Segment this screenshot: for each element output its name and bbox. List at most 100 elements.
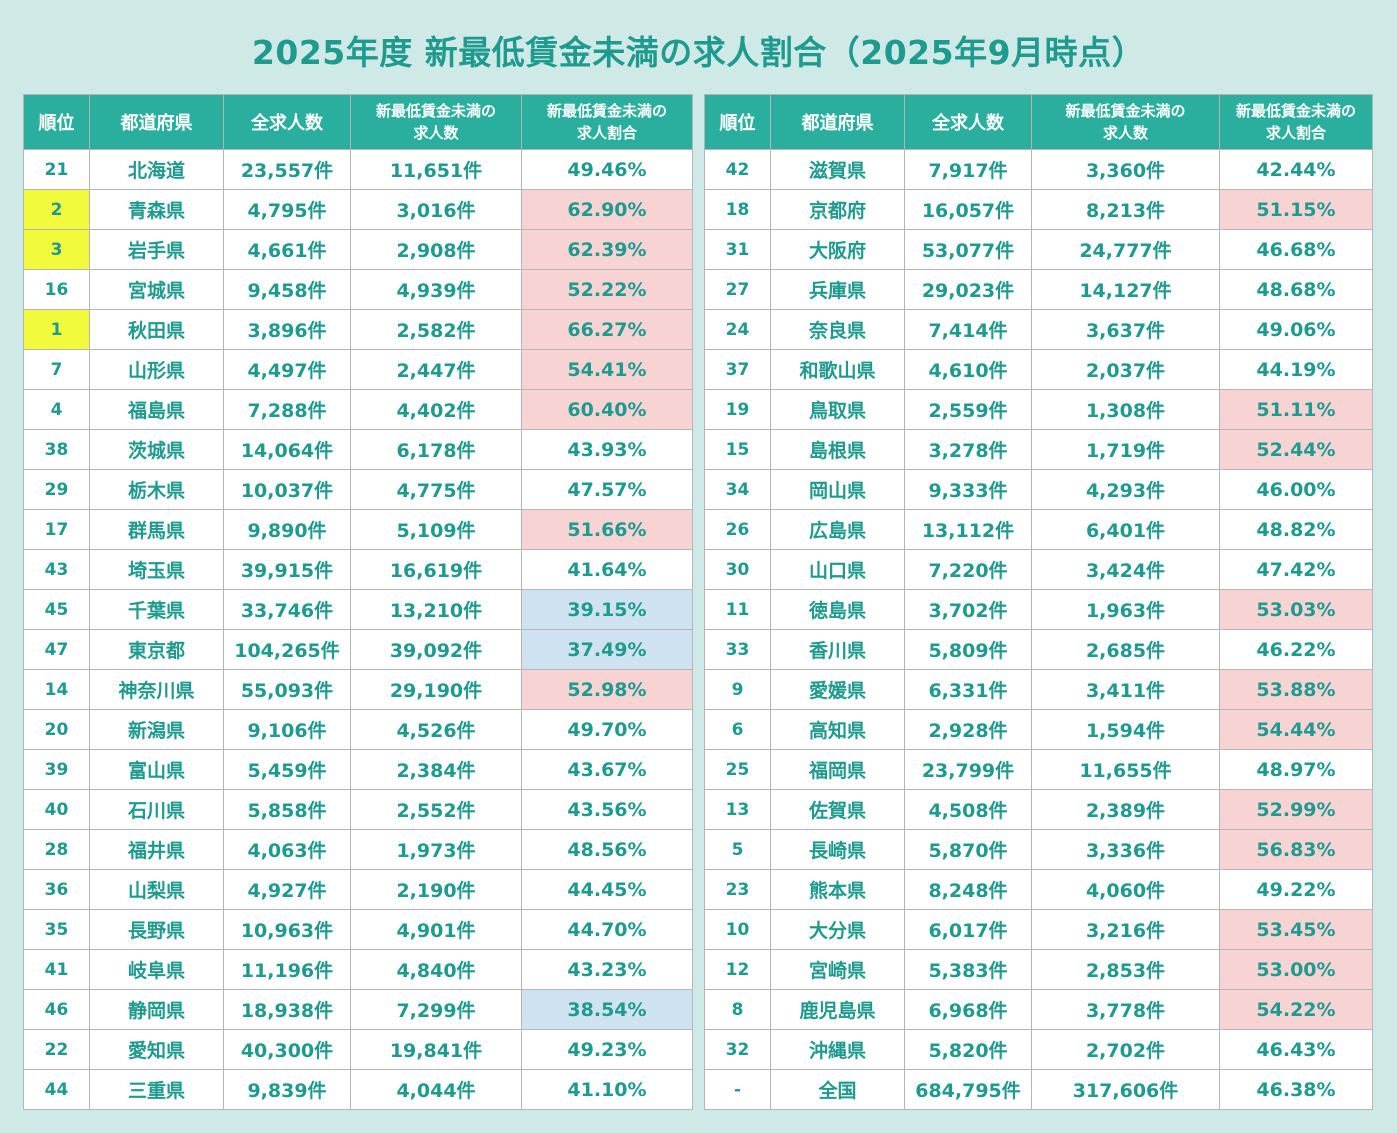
- cell-total-jobs: 53,077件: [904, 229, 1032, 270]
- cell-below-min-wage-ratio: 54.22%: [1219, 989, 1373, 1030]
- cell-total-jobs: 23,799件: [904, 749, 1032, 790]
- cell-prefecture: 群馬県: [89, 509, 224, 550]
- cell-rank: 42: [704, 149, 771, 190]
- cell-prefecture: 沖縄県: [770, 1029, 905, 1070]
- cell-below-min-wage-jobs: 2,908件: [350, 229, 522, 270]
- cell-below-min-wage-ratio: 48.82%: [1219, 509, 1373, 550]
- cell-below-min-wage-ratio: 49.22%: [1219, 869, 1373, 910]
- cell-total-jobs: 9,106件: [223, 709, 351, 750]
- table-row: 6 高知県 2,928件 1,594件 54.44%: [704, 709, 1373, 750]
- cell-below-min-wage-ratio: 42.44%: [1219, 149, 1373, 190]
- cell-prefecture: 岩手県: [89, 229, 224, 270]
- cell-below-min-wage-ratio: 44.45%: [521, 869, 693, 910]
- cell-prefecture: 山口県: [770, 549, 905, 590]
- table-row: 37 和歌山県 4,610件 2,037件 44.19%: [704, 349, 1373, 390]
- cell-below-min-wage-jobs: 317,606件: [1031, 1069, 1220, 1110]
- cell-prefecture: 宮城県: [89, 269, 224, 310]
- cell-prefecture: 山形県: [89, 349, 224, 390]
- cell-below-min-wage-jobs: 1,963件: [1031, 589, 1220, 630]
- cell-below-min-wage-ratio: 41.64%: [521, 549, 693, 590]
- cell-rank: 7: [23, 349, 90, 390]
- cell-prefecture: 高知県: [770, 709, 905, 750]
- table-row: 42 滋賀県 7,917件 3,360件 42.44%: [704, 149, 1373, 190]
- cell-rank: 32: [704, 1029, 771, 1070]
- cell-rank: 38: [23, 429, 90, 470]
- table-row: 25 福岡県 23,799件 11,655件 48.97%: [704, 749, 1373, 790]
- cell-below-min-wage-ratio: 38.54%: [521, 989, 693, 1030]
- cell-below-min-wage-jobs: 4,293件: [1031, 469, 1220, 510]
- cell-below-min-wage-jobs: 11,655件: [1031, 749, 1220, 790]
- cell-prefecture: 福島県: [89, 389, 224, 430]
- cell-rank: 18: [704, 189, 771, 230]
- cell-below-min-wage-ratio: 49.46%: [521, 149, 693, 190]
- cell-prefecture: 千葉県: [89, 589, 224, 630]
- header-below-min-wage-jobs: 新最低賃金未満の 求人数: [350, 94, 522, 150]
- table-row: 31 大阪府 53,077件 24,777件 46.68%: [704, 229, 1373, 270]
- cell-total-jobs: 2,928件: [904, 709, 1032, 750]
- table-row: 46 静岡県 18,938件 7,299件 38.54%: [23, 989, 693, 1030]
- table-row: 27 兵庫県 29,023件 14,127件 48.68%: [704, 269, 1373, 310]
- cell-prefecture: 鳥取県: [770, 389, 905, 430]
- cell-rank: -: [704, 1069, 771, 1110]
- cell-below-min-wage-ratio: 43.56%: [521, 789, 693, 830]
- cell-rank: 22: [23, 1029, 90, 1070]
- cell-prefecture: 和歌山県: [770, 349, 905, 390]
- cell-rank: 21: [23, 149, 90, 190]
- cell-below-min-wage-jobs: 6,401件: [1031, 509, 1220, 550]
- cell-total-jobs: 29,023件: [904, 269, 1032, 310]
- cell-rank: 9: [704, 669, 771, 710]
- prefecture-table-left: 順位 都道府県 全求人数 新最低賃金未満の 求人数 新最低賃金未満の 求人割合 21…: [23, 94, 693, 1110]
- cell-below-min-wage-jobs: 1,973件: [350, 829, 522, 870]
- cell-total-jobs: 40,300件: [223, 1029, 351, 1070]
- table-row: 21 北海道 23,557件 11,651件 49.46%: [23, 149, 693, 190]
- cell-below-min-wage-ratio: 46.22%: [1219, 629, 1373, 670]
- cell-rank: 20: [23, 709, 90, 750]
- cell-rank: 27: [704, 269, 771, 310]
- header-prefecture: 都道府県: [89, 94, 224, 150]
- cell-rank: 15: [704, 429, 771, 470]
- cell-below-min-wage-ratio: 44.19%: [1219, 349, 1373, 390]
- cell-below-min-wage-jobs: 7,299件: [350, 989, 522, 1030]
- cell-total-jobs: 39,915件: [223, 549, 351, 590]
- cell-total-jobs: 10,037件: [223, 469, 351, 510]
- cell-total-jobs: 14,064件: [223, 429, 351, 470]
- cell-rank: 14: [23, 669, 90, 710]
- cell-below-min-wage-ratio: 60.40%: [521, 389, 693, 430]
- table-row: 1 秋田県 3,896件 2,582件 66.27%: [23, 309, 693, 350]
- cell-below-min-wage-jobs: 24,777件: [1031, 229, 1220, 270]
- cell-rank: 3: [23, 229, 90, 270]
- table-row: 3 岩手県 4,661件 2,908件 62.39%: [23, 229, 693, 270]
- cell-below-min-wage-jobs: 3,336件: [1031, 829, 1220, 870]
- table-row: 28 福井県 4,063件 1,973件 48.56%: [23, 829, 693, 870]
- cell-total-jobs: 7,288件: [223, 389, 351, 430]
- cell-rank: 2: [23, 189, 90, 230]
- cell-below-min-wage-jobs: 2,552件: [350, 789, 522, 830]
- header-below-min-wage-jobs: 新最低賃金未満の 求人数: [1031, 94, 1220, 150]
- table-row: 40 石川県 5,858件 2,552件 43.56%: [23, 789, 693, 830]
- cell-below-min-wage-ratio: 51.66%: [521, 509, 693, 550]
- table-row: - 全国 684,795件 317,606件 46.38%: [704, 1069, 1373, 1110]
- cell-below-min-wage-jobs: 3,016件: [350, 189, 522, 230]
- cell-below-min-wage-ratio: 46.43%: [1219, 1029, 1373, 1070]
- cell-total-jobs: 4,795件: [223, 189, 351, 230]
- cell-below-min-wage-ratio: 47.57%: [521, 469, 693, 510]
- header-below-min-wage-ratio: 新最低賃金未満の 求人割合: [521, 94, 693, 150]
- cell-total-jobs: 55,093件: [223, 669, 351, 710]
- cell-below-min-wage-jobs: 1,594件: [1031, 709, 1220, 750]
- cell-below-min-wage-jobs: 19,841件: [350, 1029, 522, 1070]
- cell-total-jobs: 4,927件: [223, 869, 351, 910]
- cell-total-jobs: 3,896件: [223, 309, 351, 350]
- cell-below-min-wage-ratio: 49.23%: [521, 1029, 693, 1070]
- cell-rank: 16: [23, 269, 90, 310]
- cell-prefecture: 佐賀県: [770, 789, 905, 830]
- cell-below-min-wage-jobs: 4,402件: [350, 389, 522, 430]
- cell-below-min-wage-ratio: 48.97%: [1219, 749, 1373, 790]
- cell-below-min-wage-jobs: 3,411件: [1031, 669, 1220, 710]
- cell-total-jobs: 684,795件: [904, 1069, 1032, 1110]
- cell-rank: 39: [23, 749, 90, 790]
- cell-total-jobs: 18,938件: [223, 989, 351, 1030]
- cell-below-min-wage-ratio: 56.83%: [1219, 829, 1373, 870]
- cell-rank: 33: [704, 629, 771, 670]
- cell-below-min-wage-jobs: 8,213件: [1031, 189, 1220, 230]
- cell-prefecture: 埼玉県: [89, 549, 224, 590]
